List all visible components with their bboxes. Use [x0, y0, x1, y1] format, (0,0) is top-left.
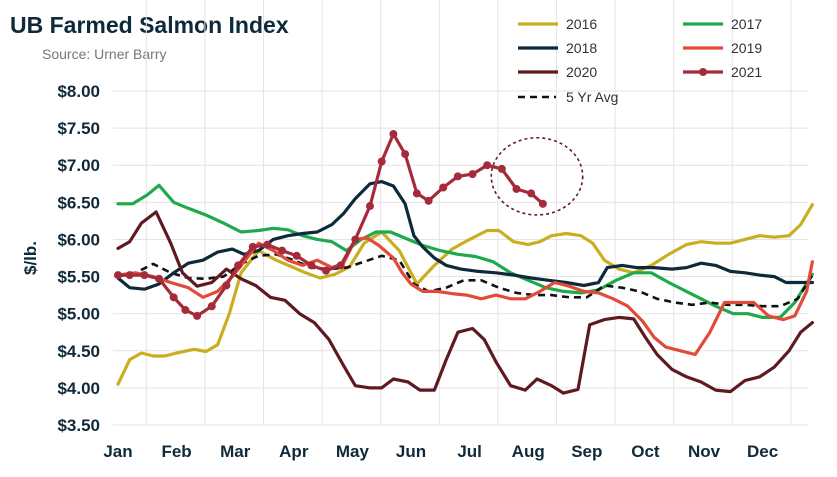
y-tick-label: $6.00: [57, 230, 100, 249]
data-point-2021: [248, 242, 257, 251]
y-tick-label: $5.50: [57, 268, 100, 287]
legend: 2016 2017 2018 2019 2020 2021 5 Yr Avg: [518, 16, 762, 105]
x-tick-label: Feb: [161, 442, 191, 461]
data-point-2021: [193, 311, 202, 320]
data-point-2021: [207, 302, 216, 311]
legend-label: 2021: [731, 64, 762, 80]
y-tick-label: $8.00: [57, 82, 100, 101]
data-point-2021: [512, 184, 521, 193]
y-tick-label: $4.00: [57, 379, 100, 398]
x-tick-label: Dec: [747, 442, 778, 461]
y-tick-label: $6.50: [57, 193, 100, 212]
series-line-2018: [116, 180, 814, 291]
x-axis-ticks: Jan Feb Mar Apr May Jun Jul Aug Sep Oct Nov Dec: [103, 442, 778, 461]
x-tick-label: Mar: [220, 442, 251, 461]
legend-label: 2019: [731, 40, 762, 56]
legend-item-2021: 2021: [683, 64, 762, 80]
gridlines: [113, 0, 808, 426]
data-point-2021: [336, 261, 345, 270]
y-axis-ticks: $8.00 $7.50 $7.00 $6.50 $6.00 $5.50 $5.00 $4.50…: [57, 82, 100, 435]
data-point-2021: [234, 261, 243, 270]
data-point-2021: [401, 150, 410, 159]
data-point-2021: [278, 246, 287, 255]
data-point-2021: [453, 172, 462, 181]
data-point-2021: [140, 271, 149, 280]
legend-item-2020: 2020: [518, 64, 597, 80]
series-line-2016: [116, 203, 814, 386]
data-point-2021: [114, 271, 122, 280]
series-line-2017: [116, 183, 814, 319]
data-point-2021: [322, 266, 331, 275]
x-tick-label: Jun: [396, 442, 426, 461]
legend-item-2017: 2017: [683, 16, 762, 32]
x-tick-label: Jan: [103, 442, 132, 461]
data-point-2021: [169, 293, 178, 302]
data-point-2021: [263, 240, 272, 249]
data-point-2021: [389, 130, 398, 139]
y-tick-label: $5.00: [57, 305, 100, 324]
data-point-2021: [292, 251, 301, 260]
highlight-annotation: [490, 136, 584, 216]
legend-marker: [699, 68, 707, 76]
data-point-2021: [351, 235, 360, 244]
series-line-2019: [116, 236, 814, 357]
data-point-2021: [155, 274, 164, 283]
annotation-circle: [490, 136, 584, 216]
legend-label: 5 Yr Avg: [566, 89, 618, 105]
data-point-2021: [181, 305, 190, 314]
y-tick-label: $7.50: [57, 119, 100, 138]
data-point-2021: [307, 261, 316, 270]
y-tick-label: $7.00: [57, 156, 100, 175]
series-line-5-yr-avg: [117, 253, 814, 308]
data-point-2021: [125, 271, 134, 280]
y-tick-label: $3.50: [57, 416, 100, 435]
legend-label: 2020: [566, 64, 597, 80]
legend-item-2016: 2016: [518, 16, 597, 32]
x-tick-label: Oct: [631, 442, 660, 461]
x-tick-label: Apr: [279, 442, 309, 461]
x-tick-label: Sep: [571, 442, 602, 461]
legend-label: 2017: [731, 16, 762, 32]
data-point-2021: [527, 189, 536, 198]
data-point-2021: [412, 189, 421, 198]
legend-label: 2018: [566, 40, 597, 56]
data-point-2021: [222, 281, 231, 290]
data-point-2021: [365, 202, 374, 211]
legend-item-5-yr-avg: 5 Yr Avg: [518, 89, 618, 105]
x-tick-label: Aug: [512, 442, 545, 461]
legend-item-2019: 2019: [683, 40, 762, 56]
x-tick-label: Nov: [688, 442, 721, 461]
data-point-2021: [538, 199, 547, 208]
data-point-2021: [497, 164, 506, 173]
chart-title: UB Farmed Salmon Index: [10, 12, 289, 38]
y-axis-label: $/lb.: [21, 241, 40, 275]
data-point-2021: [439, 183, 448, 192]
legend-label: 2016: [566, 16, 597, 32]
legend-item-2018: 2018: [518, 40, 597, 56]
data-point-2021: [424, 196, 433, 205]
x-tick-label: May: [336, 442, 370, 461]
data-point-2021: [483, 161, 492, 170]
data-point-2021: [468, 170, 477, 179]
x-tick-label: Jul: [457, 442, 482, 461]
chart-subtitle: Source: Urner Barry: [42, 46, 167, 62]
data-point-2021: [377, 157, 386, 166]
y-tick-label: $4.50: [57, 342, 100, 361]
series-lines: [114, 130, 814, 395]
